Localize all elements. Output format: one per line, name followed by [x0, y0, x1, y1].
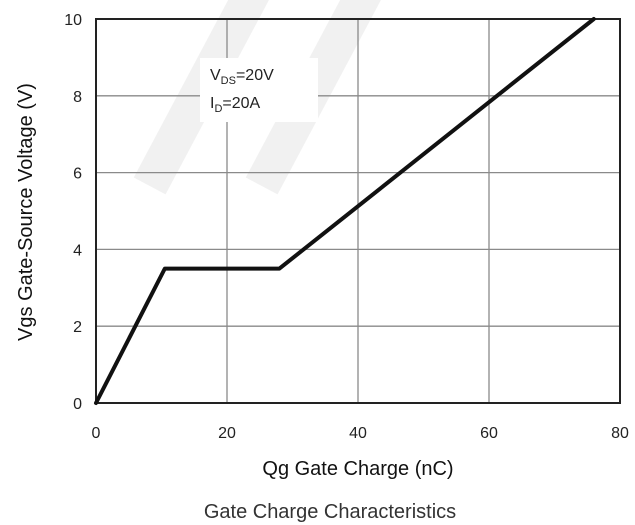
y-tick-label: 10 — [64, 12, 82, 29]
vgs-curve — [94, 17, 596, 405]
y-tick-labels: 0 2 4 6 8 10 — [64, 12, 82, 413]
chart-caption: Gate Charge Characteristics — [204, 501, 456, 523]
x-axis-title: Qg Gate Charge (nC) — [262, 458, 453, 480]
annotation-box: VDS=20V ID=20A — [200, 58, 318, 122]
x-tick-label: 60 — [480, 425, 498, 442]
plot-frame — [95, 18, 621, 404]
annotation-id-sub: D — [214, 103, 222, 115]
annotation-vds-rest: =20V — [236, 67, 274, 84]
annotation-vds-main: V — [210, 67, 221, 84]
x-tick-label: 0 — [92, 425, 101, 442]
grid — [96, 19, 620, 403]
annotation-id-rest: =20A — [222, 95, 260, 112]
annotation-id-main: I — [210, 95, 214, 112]
y-tick-label: 8 — [73, 89, 82, 106]
annotation-background — [200, 58, 318, 122]
x-tick-label: 80 — [611, 425, 629, 442]
annotation-vds-sub: DS — [221, 75, 236, 87]
x-tick-label: 20 — [218, 425, 236, 442]
annotation-id: ID=20A — [210, 95, 261, 115]
y-tick-label: 0 — [73, 396, 82, 413]
x-tick-label: 40 — [349, 425, 367, 442]
x-tick-labels: 0 20 40 60 80 — [92, 425, 629, 442]
y-tick-label: 6 — [73, 166, 82, 183]
annotation-vds: VDS=20V — [210, 67, 274, 87]
y-axis-title: Vgs Gate-Source Voltage (V) — [15, 83, 37, 341]
y-tick-label: 2 — [73, 319, 82, 336]
y-tick-label: 4 — [73, 242, 82, 259]
